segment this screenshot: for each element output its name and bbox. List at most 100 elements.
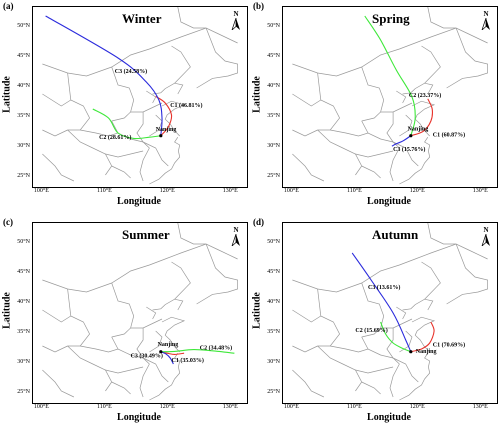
boundary-line bbox=[421, 261, 441, 300]
y-tick-label: 40°N bbox=[17, 299, 30, 305]
x-tick-label: 100°E bbox=[33, 404, 49, 410]
boundary-line bbox=[427, 223, 457, 245]
boundary-line bbox=[402, 82, 434, 95]
station-label: Nanjing bbox=[158, 342, 179, 348]
boundary-line bbox=[111, 66, 135, 122]
boundary-line bbox=[152, 298, 184, 311]
cluster-label-c1: C1 (70.69%) bbox=[433, 342, 465, 349]
y-tick-label: 45°N bbox=[267, 53, 280, 59]
cluster-label-c2: C2 (28.61%) bbox=[99, 134, 131, 141]
map-canvas: C1 (35.03%) C2 (34.48%) C3 (30.49%) Nanjing bbox=[42, 223, 238, 401]
panel-summer: (c) C1 (35.03%) C2 (34.48%) C3 (30.49%) Nanj… bbox=[0, 216, 250, 432]
cluster-label-c2: C2 (15.69%) bbox=[355, 327, 387, 334]
y-tick-label: 25°N bbox=[17, 173, 30, 179]
north-label: N bbox=[483, 10, 489, 18]
x-tick-label: 100°E bbox=[33, 188, 49, 194]
x-tick-label: 130°E bbox=[472, 188, 488, 194]
boundary-line bbox=[402, 298, 434, 311]
boundary-line bbox=[361, 66, 385, 122]
y-tick-label: 35°N bbox=[267, 113, 280, 119]
boundary-line bbox=[146, 90, 157, 104]
boundary-line bbox=[146, 306, 157, 320]
boundary-line bbox=[136, 112, 144, 143]
x-axis-label: Longitude bbox=[367, 196, 411, 207]
y-tick-label: 35°N bbox=[267, 329, 280, 335]
boundary-line bbox=[177, 7, 207, 29]
boundary-line bbox=[111, 381, 131, 395]
y-tick-label: 50°N bbox=[17, 239, 30, 245]
boundary-line bbox=[427, 7, 457, 29]
y-axis-label: Latitude bbox=[1, 76, 13, 113]
north-arrow: N bbox=[480, 10, 492, 32]
boundary-line bbox=[292, 369, 325, 398]
x-tick-label: 120°E bbox=[159, 188, 175, 194]
cluster-label-c3: C3 (15.76%) bbox=[393, 146, 425, 153]
boundary-line bbox=[361, 165, 381, 179]
y-axis-label: Latitude bbox=[251, 292, 263, 329]
boundary-line bbox=[330, 129, 400, 149]
boundary-line bbox=[130, 318, 163, 329]
cluster-label-c2: C2 (23.37%) bbox=[409, 92, 441, 99]
boundary-line bbox=[399, 137, 431, 185]
station-label: Nanjing bbox=[156, 127, 177, 133]
boundary-line bbox=[196, 27, 238, 89]
boundary-line bbox=[392, 141, 419, 167]
boundary-line bbox=[446, 27, 488, 89]
boundary-line bbox=[177, 223, 207, 245]
trajectory-c1 bbox=[410, 321, 435, 353]
boundary-line bbox=[330, 345, 400, 365]
station-marker bbox=[159, 134, 163, 138]
boundary-line bbox=[317, 129, 363, 176]
trajectory-c3 bbox=[391, 135, 412, 147]
season-title: Spring bbox=[372, 11, 410, 26]
y-tick-label: 50°N bbox=[267, 23, 280, 29]
x-tick-label: 130°E bbox=[222, 404, 238, 410]
boundary-line bbox=[292, 129, 318, 137]
map-frame: C1 (70.69%) C2 (15.69%) C3 (13.61%) Nanjing bbox=[282, 222, 498, 404]
north-arrow: N bbox=[230, 10, 242, 32]
boundary-line bbox=[361, 120, 369, 134]
north-arrow-icon bbox=[481, 17, 490, 32]
boundary-line bbox=[67, 288, 91, 347]
trajectory-c3 bbox=[45, 15, 163, 136]
boundary-line bbox=[399, 353, 431, 401]
boundary-line bbox=[380, 318, 413, 329]
boundary-line bbox=[149, 137, 181, 185]
boundary-line bbox=[386, 112, 394, 143]
north-label: N bbox=[483, 226, 489, 234]
boundary-line bbox=[355, 366, 394, 374]
boundary-line bbox=[139, 363, 150, 398]
boundary-line bbox=[196, 243, 238, 305]
y-tick-label: 40°N bbox=[267, 83, 280, 89]
boundary-line bbox=[396, 90, 407, 104]
trajectory-c2 bbox=[380, 321, 411, 353]
y-tick-label: 30°N bbox=[267, 143, 280, 149]
season-title: Winter bbox=[122, 11, 162, 26]
boundary-line bbox=[317, 345, 363, 392]
boundary-line bbox=[42, 153, 75, 182]
station-label: Nanjing bbox=[416, 349, 437, 355]
boundary-line bbox=[411, 316, 436, 353]
cluster-label-c3: C3 (13.61%) bbox=[368, 284, 400, 291]
x-tick-label: 100°E bbox=[283, 188, 299, 194]
y-tick-label: 30°N bbox=[17, 143, 30, 149]
panel-letter: (a) bbox=[3, 1, 14, 11]
boundary-line bbox=[42, 369, 75, 398]
boundary-line bbox=[386, 328, 394, 359]
panel-spring: (b) C1 (60.87%) C2 (23.37%) C3 (15.76%) Nanj… bbox=[250, 0, 500, 216]
boundary-line bbox=[142, 357, 169, 383]
cluster-label-c1: C1 (35.03%) bbox=[172, 357, 204, 364]
boundary-line bbox=[105, 366, 144, 374]
boundary-line bbox=[292, 345, 318, 353]
map-frame: C1 (46.81%) C2 (28.61%) C3 (24.58%) Nanjing bbox=[32, 6, 248, 188]
x-axis-label: Longitude bbox=[117, 196, 161, 207]
season-title: Summer bbox=[122, 227, 170, 242]
x-tick-label: 110°E bbox=[346, 404, 362, 410]
station-label: Nanjing bbox=[408, 127, 429, 133]
cluster-label-c3: C3 (24.58%) bbox=[115, 68, 147, 75]
y-tick-label: 40°N bbox=[17, 83, 30, 89]
x-axis-label: Longitude bbox=[117, 412, 161, 423]
panel-letter: (d) bbox=[253, 217, 264, 227]
y-tick-label: 45°N bbox=[267, 269, 280, 275]
